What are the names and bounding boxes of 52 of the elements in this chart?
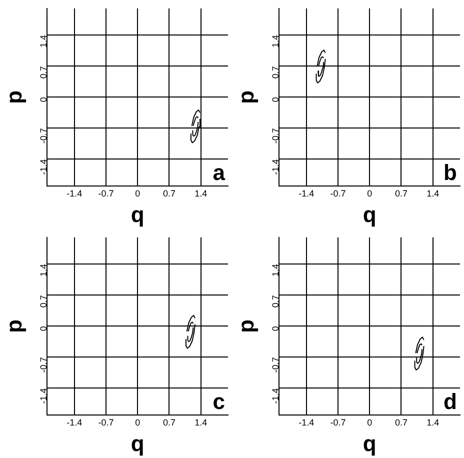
x-tick-label: 0.7 [162, 188, 176, 199]
x-tick-label: -0.7 [330, 188, 346, 199]
y-tick-label: -0.7 [38, 128, 49, 144]
x-tick-label: -1.4 [298, 418, 314, 428]
y-tick-label: 0.7 [38, 295, 49, 308]
x-axis-title: q [130, 202, 144, 227]
x-tick-label: 0 [367, 418, 372, 428]
y-tick-label: -1.4 [270, 159, 281, 175]
y-tick-label: -0.7 [38, 357, 49, 373]
y-tick-label: 1.4 [38, 35, 49, 48]
y-tick-label: 0.7 [270, 66, 281, 79]
x-tick-label: 0 [367, 188, 372, 199]
x-tick-label: 0 [135, 188, 140, 199]
annotation: d [444, 388, 457, 414]
y-axis-title: p [233, 319, 258, 333]
y-tick-label: -1.4 [270, 388, 281, 404]
x-tick-label: 0.7 [394, 418, 408, 428]
y-axis-title: p [1, 90, 26, 104]
x-tick-label: -1.4 [298, 188, 314, 199]
x-tick-label: 1.4 [426, 418, 440, 428]
y-tick-label: 0 [270, 97, 281, 102]
x-tick-label: 0.7 [162, 418, 176, 428]
y-tick-label: -0.7 [270, 357, 281, 373]
x-tick-label: -0.7 [98, 418, 114, 428]
y-tick-label: 1.4 [270, 264, 281, 277]
x-axis-title: q [130, 430, 144, 456]
y-tick-label: 0 [38, 97, 49, 102]
y-tick-label: -0.7 [270, 128, 281, 144]
x-tick-label: -1.4 [66, 188, 82, 199]
y-tick-label: 1.4 [270, 35, 281, 48]
y-axis-title: p [233, 90, 258, 104]
x-axis-title: q [362, 202, 376, 227]
y-tick-label: 0.7 [38, 66, 49, 79]
x-tick-label: 1.4 [426, 188, 440, 199]
x-tick-label: -1.4 [66, 418, 82, 428]
x-tick-label: 1.4 [194, 188, 208, 199]
annotation: b [444, 160, 457, 185]
y-tick-label: -1.4 [38, 159, 49, 175]
annotation: c [212, 388, 225, 414]
y-tick-label: -1.4 [38, 388, 49, 404]
y-tick-label: 0.7 [270, 295, 281, 308]
x-tick-label: 0.7 [394, 188, 408, 199]
annotation: a [212, 160, 226, 185]
x-tick-label: -0.7 [330, 418, 346, 428]
y-tick-label: 0 [270, 326, 281, 332]
x-axis-title: q [362, 430, 376, 456]
y-tick-label: 1.4 [38, 264, 49, 277]
y-axis-title: p [1, 319, 26, 333]
x-tick-label: 1.4 [194, 418, 208, 428]
x-tick-label: -0.7 [98, 188, 114, 199]
x-tick-label: 0 [135, 418, 140, 428]
y-tick-label: 0 [38, 326, 49, 332]
